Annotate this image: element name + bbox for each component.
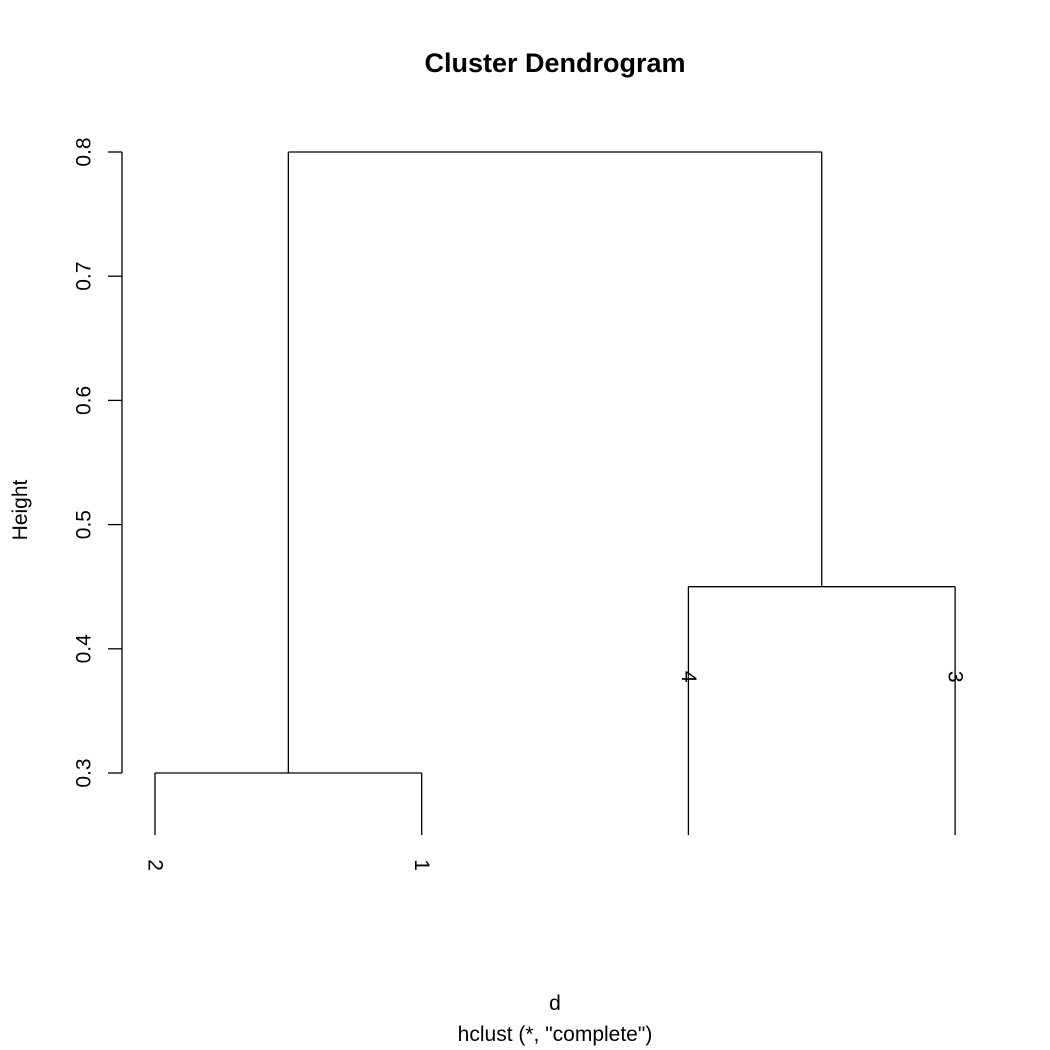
y-tick-label-5: 0.8 xyxy=(73,137,96,166)
y-axis-label: Height xyxy=(9,479,32,540)
leaf-label-3: 3 xyxy=(944,671,967,683)
y-tick-label-4: 0.7 xyxy=(73,262,96,291)
leaf-labels: 2 1 4 3 xyxy=(144,671,967,871)
y-tick-label-1: 0.4 xyxy=(73,634,96,664)
y-tick-label-0: 0.3 xyxy=(73,758,96,787)
y-tick-label-2: 0.5 xyxy=(73,510,96,539)
leaf-label-4: 4 xyxy=(677,671,700,683)
y-axis: 0.3 0.4 0.5 0.6 0.7 0.8 xyxy=(73,137,123,788)
y-tick-label-3: 0.6 xyxy=(73,386,96,415)
leaf-label-2: 2 xyxy=(144,859,167,871)
x-axis-sublabel: hclust (*, "complete") xyxy=(458,1023,653,1046)
leaf-label-1: 1 xyxy=(410,859,433,871)
dendrogram-tree xyxy=(154,151,956,836)
x-axis-label: d xyxy=(549,992,561,1015)
chart-title: Cluster Dendrogram xyxy=(424,48,685,78)
